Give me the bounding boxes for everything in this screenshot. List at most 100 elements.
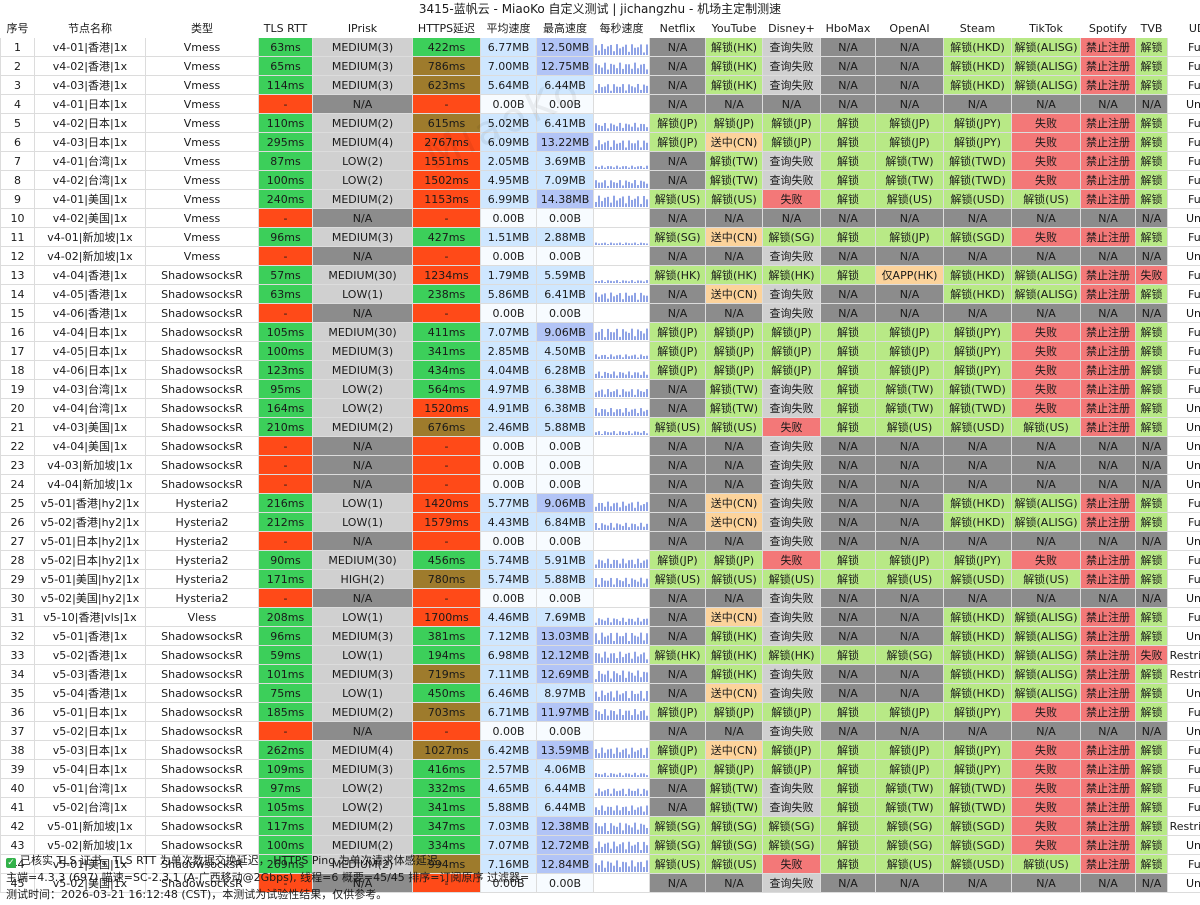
cell-steam: N/A [943,246,1012,266]
cell-index: 39 [0,759,35,779]
sparkline-bar [601,200,603,207]
cell-https-latency: 719ms [412,664,481,684]
table-row: 41 v5-02|台湾|1x ShadowsocksR 105ms LOW(2) 341m… [0,797,1200,817]
sparkline-bar [637,655,639,663]
cell-avg-speed: 7.12MB [480,626,537,646]
cell-max-speed: 13.03MB [536,626,594,646]
header-speed-per-sec: 每秒速度 [593,18,650,38]
sparkline-bar [634,292,636,302]
cell-node-name: v5-01|日本|hy2|1x [34,531,146,551]
sparkline-bar [613,390,615,397]
cell-https-latency: 332ms [412,778,481,798]
sparkline-bar [631,409,633,416]
cell-hbomax: 解锁 [820,379,876,399]
sparkline-bar [631,433,633,435]
cell-avg-speed: 6.46MB [480,683,537,703]
sparkline-bar [604,292,606,302]
table-row: 24 v4-04|新加坡|1x ShadowsocksR - N/A -0.00B 0.00… [0,474,1200,494]
cell-hbomax: 解锁 [820,854,876,874]
cell-netflix: 解锁(US) [649,417,706,437]
table-row: 21 v4-03|美国|1x ShadowsocksR 210ms MEDIUM(2) 6… [0,417,1200,437]
sparkline-bar [637,806,639,815]
cell-udp-type: FullCone [1167,854,1200,874]
table-row: 11 v4-01|新加坡|1x Vmess 96ms MEDIUM(3) 427ms 1.5… [0,227,1200,247]
sparkline-bar [643,841,645,853]
cell-netflix: N/A [649,512,706,532]
sparkline-bar [607,806,609,815]
sparkline-bar [607,185,609,188]
cell-iprisk: MEDIUM(2) [312,113,413,133]
cell-node-name: v4-05|香港|1x [34,284,146,304]
cell-https-latency: 334ms [412,835,481,855]
cell-speed-per-sec [593,75,650,95]
cell-disney: 查询失败 [762,455,821,475]
cell-iprisk: N/A [312,246,413,266]
cell-openai: N/A [875,626,944,646]
sparkline-bar [634,563,636,568]
cell-openai: 解锁(TW) [875,398,944,418]
cell-avg-speed: 6.99MB [480,189,537,209]
sparkline-bar [640,374,642,378]
speed-sparkline [595,139,648,150]
cell-type: ShadowsocksR [145,873,259,893]
sparkline-bar [607,298,609,302]
sparkline-bar [640,504,642,511]
cell-tvb: 解锁 [1135,75,1168,95]
cell-spotify: 禁止注册 [1080,56,1136,76]
sparkline-bar [646,142,648,150]
sparkline-bar [601,747,603,758]
cell-udp-type: FullCone [1167,56,1200,76]
sparkline-bar [622,714,624,720]
cell-youtube: 解锁(JP) [705,341,763,361]
cell-max-speed: 6.44MB [536,797,594,817]
cell-index: 4 [0,94,35,114]
sparkline-bar [643,671,645,682]
sparkline-bar [634,865,636,872]
cell-steam: N/A [943,588,1012,608]
table-row: 7 v4-01|台湾|1x Vmess 87ms LOW(2) 1551ms 2.05MB 3… [0,151,1200,171]
cell-openai: N/A [875,94,944,114]
cell-openai: 解锁(US) [875,854,944,874]
cell-steam: 解锁(JPY) [943,132,1012,152]
cell-index: 27 [0,531,35,551]
cell-avg-speed: 4.65MB [480,778,537,798]
sparkline-bar [619,408,621,416]
cell-netflix: N/A [649,151,706,171]
cell-disney: 解锁(JP) [762,341,821,361]
cell-steam: N/A [943,94,1012,114]
header-hbomax: HboMax [820,18,876,38]
sparkline-bar [616,522,618,530]
cell-avg-speed: 6.77MB [480,37,537,57]
cell-speed-per-sec [593,740,650,760]
cell-tiktok: N/A [1011,246,1081,266]
cell-tiktok: 失败 [1011,132,1081,152]
sparkline-bar [604,62,606,74]
cell-disney: 查询失败 [762,56,821,76]
sparkline-bar [640,823,642,834]
cell-tls-rtt: - [258,588,313,608]
cell-index: 6 [0,132,35,152]
cell-tls-rtt: 100ms [258,170,313,190]
cell-openai: N/A [875,493,944,513]
cell-hbomax: 解锁 [820,341,876,361]
cell-avg-speed: 7.00MB [480,56,537,76]
sparkline-bar [625,146,627,150]
cell-hbomax: 解锁 [820,569,876,589]
cell-avg-speed: 2.85MB [480,341,537,361]
sparkline-bar [613,295,615,302]
sparkline-bar [637,46,639,55]
cell-tvb: 解锁 [1135,398,1168,418]
sparkline-bar [634,335,636,340]
sparkline-bar [622,749,624,758]
speed-sparkline [594,248,648,265]
sparkline-bar [643,84,645,93]
sparkline-bar [595,431,597,435]
sparkline-bar [637,829,639,834]
cell-tvb: 解锁 [1135,835,1168,855]
cell-steam: 解锁(HKD) [943,75,1012,95]
sparkline-bar [631,43,633,55]
sparkline-bar [595,563,597,568]
cell-max-speed: 0.00B [536,303,594,323]
sparkline-bar [634,621,636,625]
sparkline-bar [598,502,600,511]
